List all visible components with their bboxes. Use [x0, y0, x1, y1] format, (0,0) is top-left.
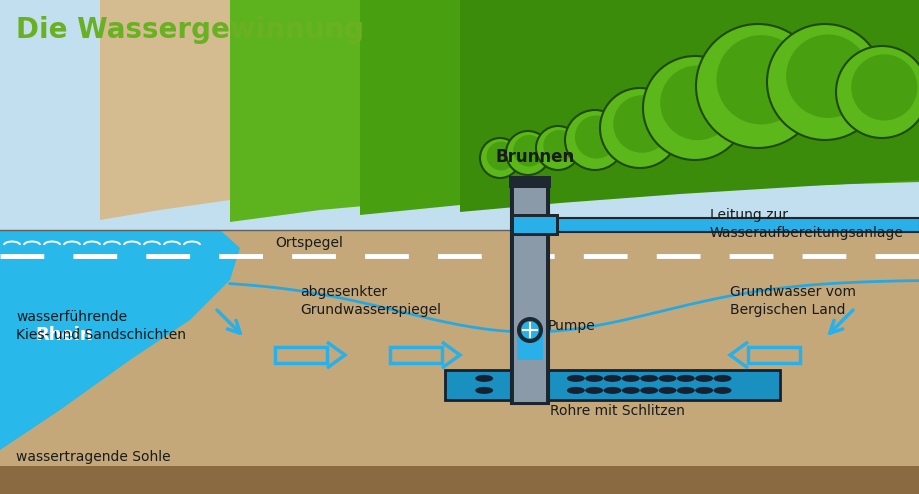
Ellipse shape [676, 375, 694, 382]
Circle shape [599, 88, 679, 168]
Text: wasserführende
Kies- und Sandschichten: wasserführende Kies- und Sandschichten [16, 310, 186, 342]
Text: Die Wassergewinnung: Die Wassergewinnung [16, 16, 364, 44]
Text: wassertragende Sohle: wassertragende Sohle [16, 450, 170, 464]
Ellipse shape [566, 375, 584, 382]
Circle shape [766, 24, 882, 140]
Ellipse shape [658, 387, 675, 394]
Ellipse shape [713, 375, 731, 382]
Bar [514, 182, 545, 402]
Bar [514, 217, 555, 233]
Ellipse shape [566, 387, 584, 394]
Text: Rhein: Rhein [35, 326, 93, 344]
Bar [510, 180, 549, 404]
Ellipse shape [695, 387, 712, 394]
Text: Ortspegel: Ortspegel [275, 236, 343, 250]
Ellipse shape [474, 387, 493, 394]
Polygon shape [0, 0, 240, 450]
Circle shape [716, 35, 805, 124]
Ellipse shape [584, 375, 603, 382]
Text: Brunnen: Brunnen [494, 148, 574, 166]
Bar [275, 347, 326, 363]
Bar [747, 347, 800, 363]
Circle shape [536, 126, 579, 170]
Bar [445, 370, 779, 400]
Circle shape [835, 46, 919, 138]
Ellipse shape [695, 375, 712, 382]
Circle shape [505, 131, 550, 175]
Circle shape [564, 110, 624, 170]
Bar [390, 347, 441, 363]
Ellipse shape [474, 375, 493, 382]
Bar [445, 370, 779, 400]
Bar [516, 327, 542, 360]
Circle shape [785, 35, 868, 118]
Circle shape [642, 56, 746, 160]
Ellipse shape [621, 375, 639, 382]
Circle shape [574, 116, 618, 159]
Polygon shape [100, 0, 460, 220]
Ellipse shape [640, 375, 657, 382]
Circle shape [850, 54, 916, 121]
Text: abgesenkter
Grundwasserspiegel: abgesenkter Grundwasserspiegel [300, 285, 440, 318]
Bar [548, 218, 919, 232]
Ellipse shape [603, 387, 621, 394]
Circle shape [519, 320, 539, 340]
Circle shape [542, 130, 574, 162]
Circle shape [696, 24, 819, 148]
Polygon shape [359, 0, 919, 215]
Circle shape [613, 95, 670, 153]
Polygon shape [460, 0, 919, 212]
Circle shape [480, 138, 519, 178]
Circle shape [486, 142, 515, 170]
Text: Grundwasser vom
Bergischen Land: Grundwasser vom Bergischen Land [729, 285, 855, 318]
Bar [508, 176, 550, 188]
Circle shape [516, 317, 542, 343]
Ellipse shape [658, 375, 675, 382]
Ellipse shape [603, 375, 621, 382]
Text: Rohre mit Schlitzen: Rohre mit Schlitzen [550, 404, 684, 418]
Bar [0, 230, 919, 494]
Ellipse shape [621, 387, 639, 394]
Ellipse shape [676, 387, 694, 394]
Circle shape [660, 65, 734, 140]
Ellipse shape [584, 387, 603, 394]
Ellipse shape [640, 387, 657, 394]
Bar [0, 466, 919, 494]
Circle shape [513, 135, 544, 166]
Text: Leitung zur
Wasseraufbereitungsanlage: Leitung zur Wasseraufbereitungsanlage [709, 208, 902, 241]
Ellipse shape [713, 387, 731, 394]
Bar [510, 214, 559, 236]
Polygon shape [230, 0, 919, 222]
Text: Pumpe: Pumpe [548, 319, 596, 333]
